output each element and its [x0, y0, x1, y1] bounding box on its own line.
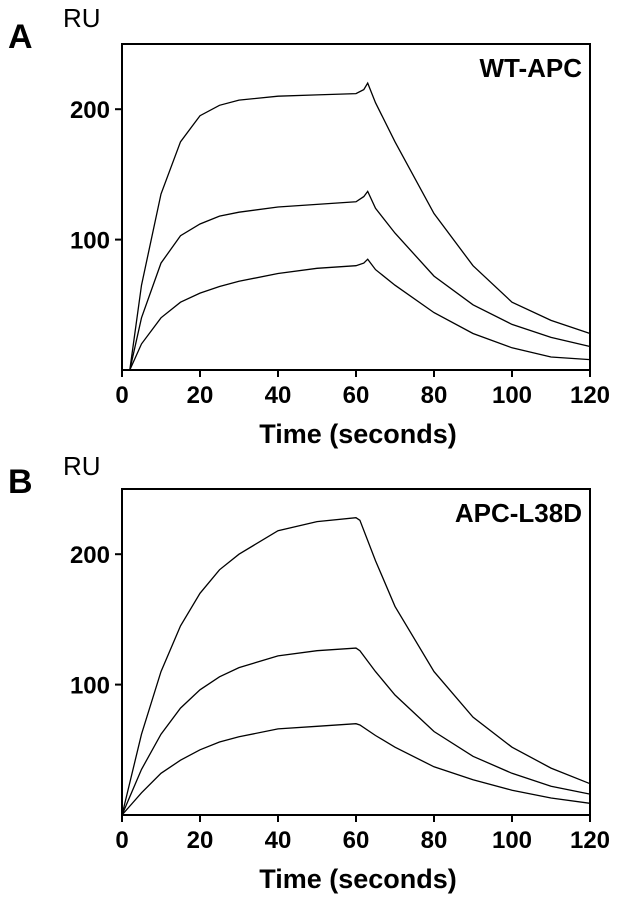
x-tick-label: 20 — [187, 827, 214, 854]
y-tick-label: 200 — [70, 542, 110, 569]
x-tick-label: 120 — [570, 827, 610, 854]
series-line-2 — [121, 647, 591, 816]
y-unit-label: RU — [63, 451, 101, 481]
x-axis-label: Time (seconds) — [259, 419, 457, 449]
x-tick-label: 20 — [187, 382, 214, 409]
x-axis-label: Time (seconds) — [259, 864, 457, 894]
y-tick-label: 200 — [70, 97, 110, 124]
series-line-3 — [129, 258, 591, 371]
x-tick-label: 0 — [115, 382, 128, 409]
series-line-1 — [121, 517, 591, 816]
x-tick-label: 100 — [492, 382, 532, 409]
panel-letter: A — [8, 18, 33, 56]
x-tick-label: 80 — [421, 827, 448, 854]
x-tick-label: 120 — [570, 382, 610, 409]
y-tick-label: 100 — [70, 228, 110, 255]
y-unit-label: RU — [63, 3, 101, 33]
series-line-2 — [129, 190, 591, 371]
x-tick-label: 40 — [265, 827, 292, 854]
x-tick-label: 40 — [265, 382, 292, 409]
series-line-3 — [121, 723, 591, 816]
x-tick-label: 100 — [492, 827, 532, 854]
y-tick-label: 100 — [70, 673, 110, 700]
plot-frame — [121, 488, 591, 816]
x-tick-label: 0 — [115, 827, 128, 854]
panel-title: WT-APC — [479, 53, 582, 83]
panel-a: A RU 100 200 0 20 40 60 80 100 120 Time (seconds) WT… — [8, 3, 610, 449]
x-tick-label: 80 — [421, 382, 448, 409]
panel-letter: B — [8, 463, 33, 501]
x-tick-label: 60 — [343, 382, 370, 409]
panel-b: B RU 100 200 0 20 40 60 80 100 120 Time (seconds) AP… — [8, 451, 610, 894]
panel-title: APC-L38D — [455, 498, 582, 528]
series-line-1 — [129, 81, 591, 371]
x-tick-label: 60 — [343, 827, 370, 854]
